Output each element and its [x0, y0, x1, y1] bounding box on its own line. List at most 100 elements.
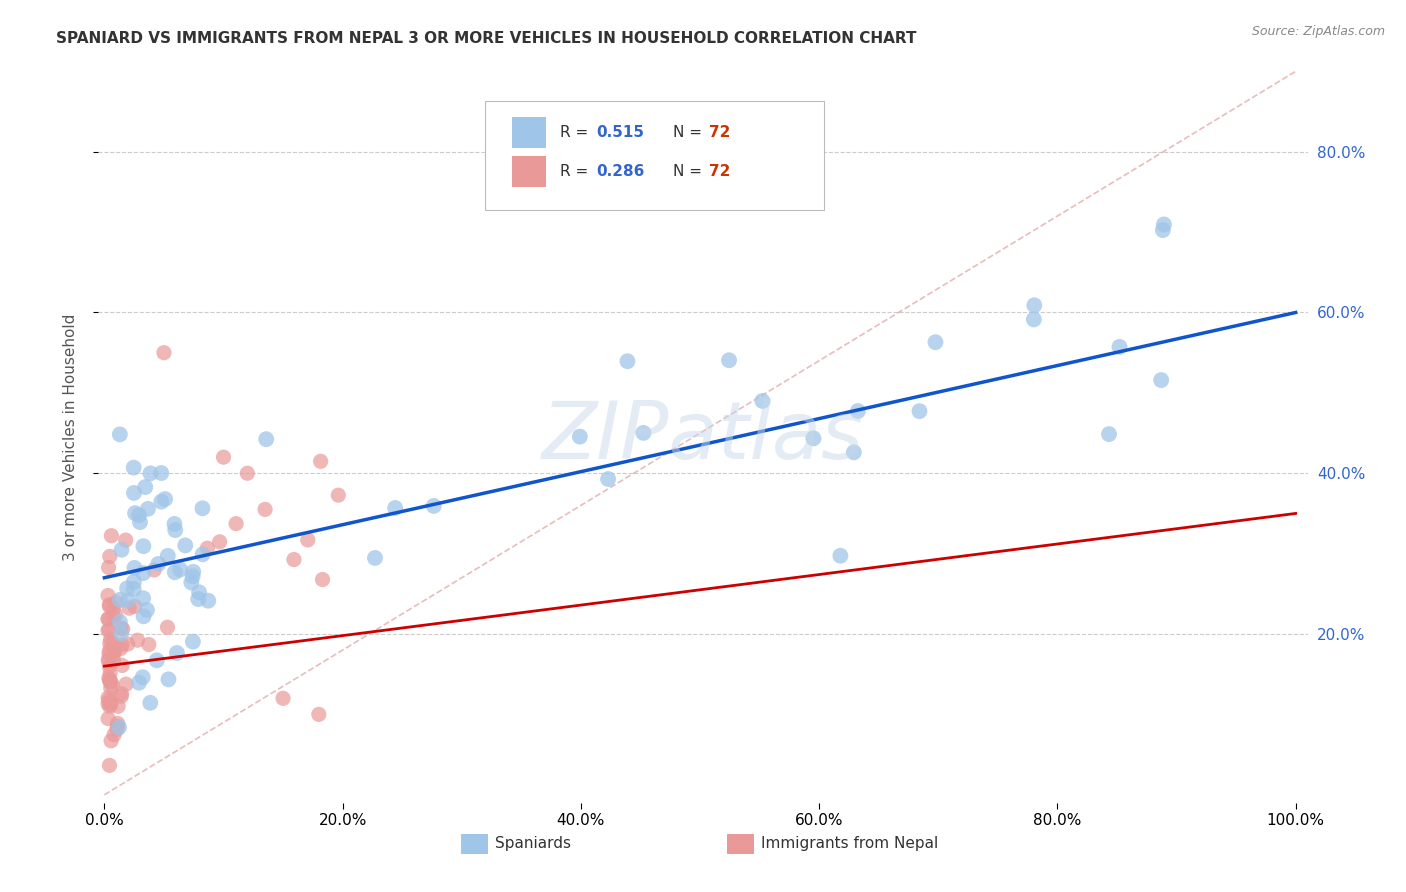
Point: [100, 632, 122, 647]
Text: Immigrants from Nepal: Immigrants from Nepal: [761, 837, 938, 851]
Point: [100, 674, 122, 689]
Point: [111, 658, 134, 673]
Point: [100, 698, 122, 712]
Point: [103, 648, 125, 662]
Point: [100, 734, 122, 748]
Point: [153, 345, 176, 359]
Point: [197, 593, 219, 607]
Point: [122, 460, 145, 475]
Point: [311, 573, 333, 587]
Point: [97, 624, 120, 638]
Point: [153, 491, 176, 506]
Point: [166, 646, 188, 660]
Point: [132, 609, 155, 624]
Point: [156, 620, 179, 634]
Point: [718, 353, 741, 368]
Point: [100, 529, 122, 543]
Point: [100, 695, 122, 709]
Point: [115, 582, 138, 596]
Point: [180, 575, 202, 590]
Point: [803, 431, 825, 445]
Point: [150, 494, 173, 508]
Point: [633, 425, 655, 440]
Point: [236, 467, 259, 481]
Point: [101, 679, 124, 693]
Point: [110, 641, 132, 656]
Point: [124, 599, 146, 614]
Point: [98, 674, 121, 689]
Point: [1022, 312, 1045, 326]
Point: [254, 502, 277, 516]
Point: [138, 638, 160, 652]
Point: [105, 723, 128, 737]
Point: [1152, 223, 1174, 237]
Point: [163, 516, 186, 531]
Point: [98, 699, 121, 714]
Point: [364, 550, 387, 565]
Point: [108, 615, 131, 629]
Point: [751, 393, 773, 408]
Point: [143, 563, 166, 577]
Point: [1098, 427, 1121, 442]
Point: [98, 758, 121, 772]
Point: [1150, 373, 1173, 387]
Point: [132, 566, 155, 580]
Point: [384, 500, 406, 515]
Point: [117, 593, 139, 607]
Point: [118, 601, 141, 615]
Point: [101, 610, 124, 624]
Bar: [727, 833, 754, 854]
Point: [616, 354, 638, 368]
Point: [107, 699, 129, 714]
Point: [98, 666, 121, 681]
Point: [98, 643, 121, 657]
Point: [136, 501, 159, 516]
Point: [97, 612, 120, 626]
Point: [103, 728, 125, 742]
Point: [110, 542, 132, 557]
Point: [129, 515, 152, 529]
Bar: [512, 156, 546, 187]
Point: [596, 472, 619, 486]
Point: [132, 670, 155, 684]
Text: R =: R =: [561, 164, 589, 179]
Point: [107, 719, 129, 733]
Point: [283, 552, 305, 566]
Point: [98, 673, 121, 687]
Point: [156, 549, 179, 563]
Point: [122, 486, 145, 500]
Point: [97, 623, 120, 637]
Point: [98, 549, 121, 564]
Point: [97, 560, 120, 574]
Point: [846, 404, 869, 418]
Text: 0.515: 0.515: [596, 125, 644, 140]
Point: [104, 607, 127, 622]
Point: [191, 501, 214, 516]
Point: [1024, 298, 1046, 312]
Point: [97, 612, 120, 626]
Point: [104, 595, 127, 609]
Point: [103, 602, 125, 616]
FancyBboxPatch shape: [485, 101, 824, 211]
Point: [163, 566, 186, 580]
Point: [107, 716, 129, 731]
Point: [328, 488, 350, 502]
Point: [128, 508, 150, 523]
Point: [100, 681, 122, 695]
Point: [146, 653, 169, 667]
Text: Spaniards: Spaniards: [495, 837, 571, 851]
Point: [97, 690, 120, 705]
Y-axis label: 3 or more Vehicles in Household: 3 or more Vehicles in Household: [63, 313, 77, 561]
Text: R =: R =: [561, 125, 589, 140]
Point: [174, 538, 197, 552]
Point: [97, 712, 120, 726]
Point: [271, 691, 294, 706]
Point: [1108, 340, 1130, 354]
Text: SPANIARD VS IMMIGRANTS FROM NEPAL 3 OR MORE VEHICLES IN HOUSEHOLD CORRELATION CH: SPANIARD VS IMMIGRANTS FROM NEPAL 3 OR M…: [56, 31, 917, 46]
Point: [1153, 218, 1175, 232]
Point: [150, 466, 173, 480]
Point: [122, 582, 145, 596]
Point: [122, 574, 145, 589]
Point: [908, 404, 931, 418]
Point: [114, 533, 136, 547]
